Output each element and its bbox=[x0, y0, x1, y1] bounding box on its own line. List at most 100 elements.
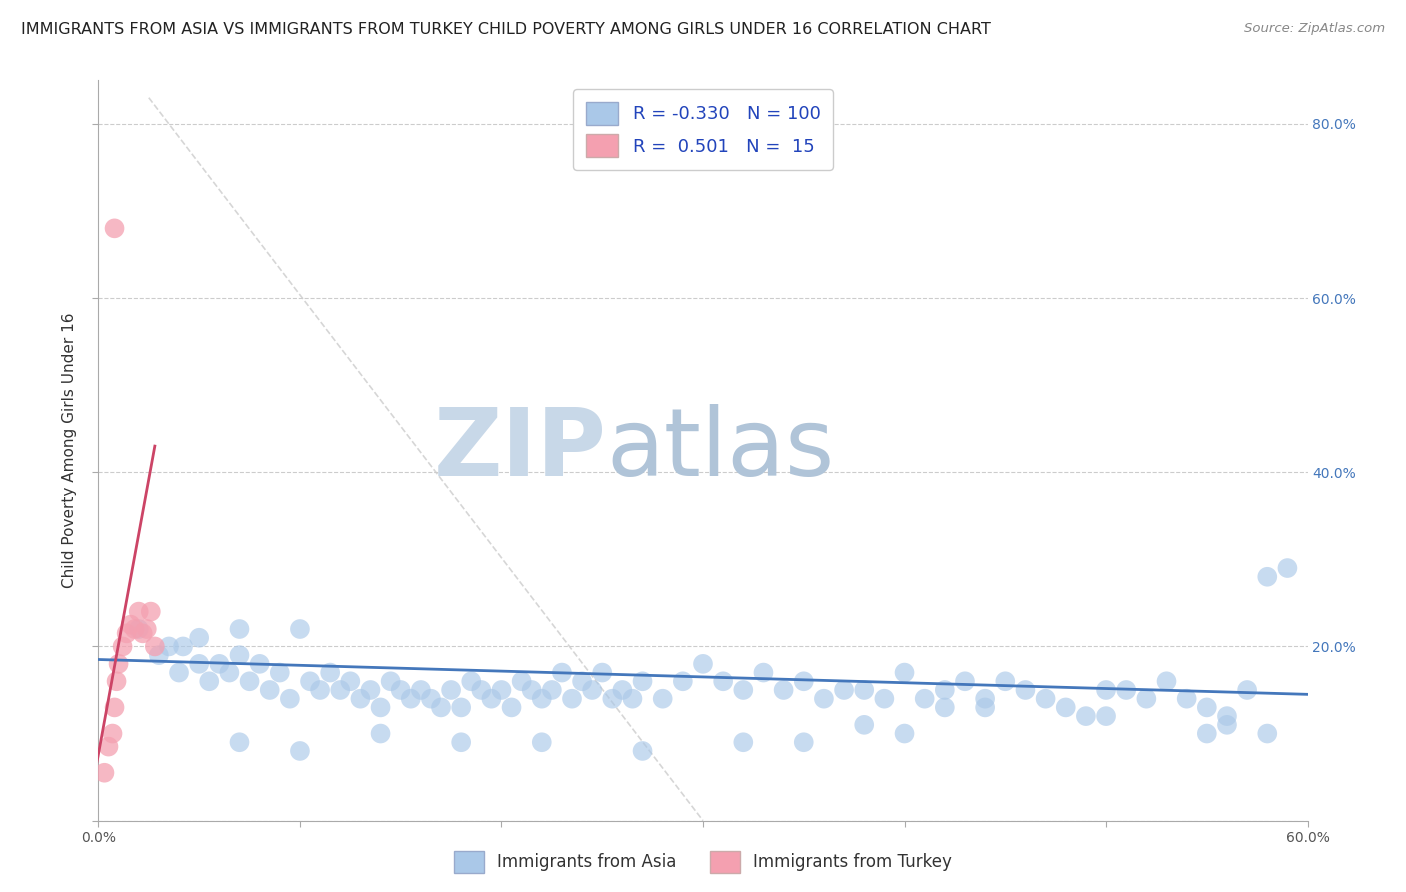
Point bbox=[571, 674, 593, 689]
Point bbox=[1095, 709, 1118, 723]
Point bbox=[793, 735, 815, 749]
Point bbox=[530, 691, 553, 706]
Point bbox=[124, 622, 146, 636]
Point bbox=[450, 735, 472, 749]
Point bbox=[120, 617, 142, 632]
Point bbox=[370, 726, 392, 740]
Point bbox=[157, 640, 180, 654]
Point bbox=[380, 674, 402, 689]
Point bbox=[101, 726, 124, 740]
Point bbox=[450, 700, 472, 714]
Point bbox=[105, 674, 128, 689]
Point bbox=[934, 683, 956, 698]
Point bbox=[621, 691, 644, 706]
Point bbox=[651, 691, 673, 706]
Point bbox=[239, 674, 262, 689]
Text: ZIP: ZIP bbox=[433, 404, 606, 497]
Point bbox=[1195, 726, 1218, 740]
Point bbox=[128, 605, 150, 619]
Point bbox=[370, 700, 392, 714]
Point bbox=[510, 674, 533, 689]
Point bbox=[974, 691, 997, 706]
Point bbox=[135, 622, 157, 636]
Point bbox=[530, 735, 553, 749]
Point bbox=[793, 674, 815, 689]
Point bbox=[132, 626, 155, 640]
Point bbox=[581, 683, 603, 698]
Point bbox=[228, 735, 250, 749]
Legend: R = -0.330   N = 100, R =  0.501   N =  15: R = -0.330 N = 100, R = 0.501 N = 15 bbox=[574, 89, 832, 170]
Point bbox=[111, 640, 134, 654]
Point bbox=[692, 657, 714, 671]
Point bbox=[349, 691, 371, 706]
Point bbox=[934, 700, 956, 714]
Point bbox=[329, 683, 352, 698]
Point bbox=[520, 683, 543, 698]
Point bbox=[551, 665, 574, 680]
Point bbox=[420, 691, 443, 706]
Point bbox=[612, 683, 634, 698]
Point bbox=[1135, 691, 1157, 706]
Point bbox=[389, 683, 412, 698]
Point bbox=[1156, 674, 1178, 689]
Point bbox=[561, 691, 583, 706]
Point bbox=[249, 657, 271, 671]
Point bbox=[1277, 561, 1299, 575]
Point bbox=[974, 700, 997, 714]
Point bbox=[167, 665, 190, 680]
Point bbox=[299, 674, 322, 689]
Point bbox=[460, 674, 482, 689]
Point bbox=[733, 735, 755, 749]
Point bbox=[953, 674, 976, 689]
Point bbox=[399, 691, 422, 706]
Point bbox=[1256, 726, 1278, 740]
Point bbox=[501, 700, 523, 714]
Point bbox=[319, 665, 342, 680]
Point bbox=[97, 739, 120, 754]
Point bbox=[93, 765, 115, 780]
Point bbox=[103, 700, 125, 714]
Point bbox=[228, 622, 250, 636]
Point bbox=[278, 691, 301, 706]
Text: atlas: atlas bbox=[606, 404, 835, 497]
Point bbox=[813, 691, 835, 706]
Point bbox=[853, 683, 876, 698]
Point bbox=[893, 726, 915, 740]
Point bbox=[1195, 700, 1218, 714]
Point bbox=[893, 665, 915, 680]
Point bbox=[148, 648, 170, 662]
Point bbox=[752, 665, 775, 680]
Point bbox=[540, 683, 562, 698]
Point bbox=[430, 700, 453, 714]
Point bbox=[115, 626, 138, 640]
Point bbox=[188, 631, 211, 645]
Point bbox=[228, 648, 250, 662]
Point bbox=[591, 665, 613, 680]
Point bbox=[107, 657, 129, 671]
Point bbox=[208, 657, 231, 671]
Point bbox=[288, 744, 311, 758]
Point bbox=[288, 622, 311, 636]
Point bbox=[440, 683, 463, 698]
Point bbox=[139, 605, 162, 619]
Point bbox=[1216, 709, 1239, 723]
Point bbox=[128, 622, 150, 636]
Point bbox=[711, 674, 734, 689]
Point bbox=[103, 221, 125, 235]
Point bbox=[1216, 718, 1239, 732]
Point bbox=[259, 683, 281, 698]
Point bbox=[602, 691, 624, 706]
Point bbox=[1256, 570, 1278, 584]
Point bbox=[309, 683, 332, 698]
Point bbox=[188, 657, 211, 671]
Point bbox=[491, 683, 513, 698]
Point bbox=[1115, 683, 1137, 698]
Point bbox=[832, 683, 855, 698]
Point bbox=[672, 674, 695, 689]
Y-axis label: Child Poverty Among Girls Under 16: Child Poverty Among Girls Under 16 bbox=[62, 313, 77, 588]
Point bbox=[1074, 709, 1097, 723]
Text: Source: ZipAtlas.com: Source: ZipAtlas.com bbox=[1244, 22, 1385, 36]
Point bbox=[360, 683, 382, 698]
Point bbox=[470, 683, 492, 698]
Legend: Immigrants from Asia, Immigrants from Turkey: Immigrants from Asia, Immigrants from Tu… bbox=[447, 845, 959, 880]
